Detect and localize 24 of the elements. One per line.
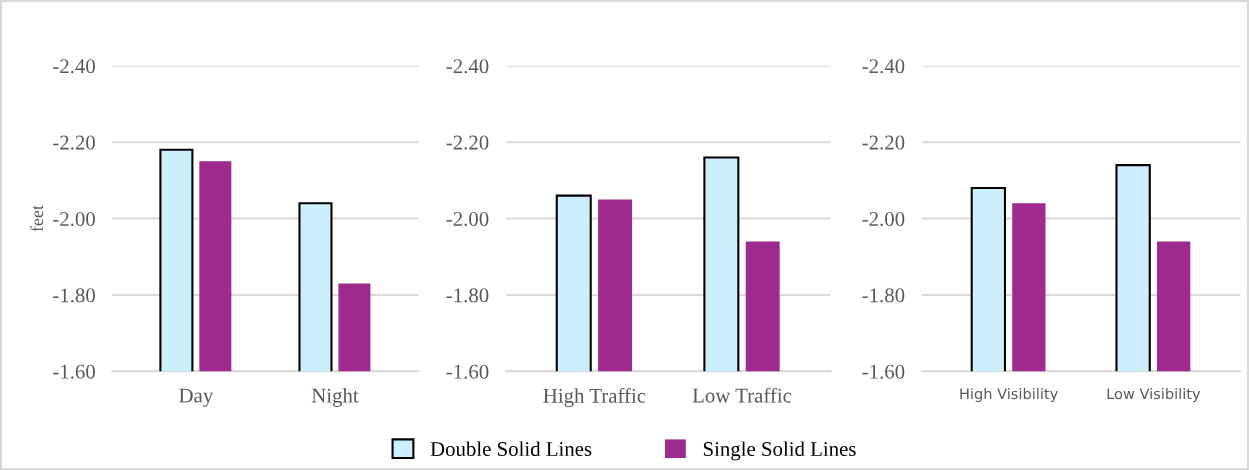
legend-label: Single Solid Lines (703, 441, 856, 461)
y-tick-label: -1.80 (446, 288, 489, 303)
y-tick-label: -2.00 (446, 211, 489, 227)
y-tick-label: -2.00 (862, 211, 905, 227)
y-tick-label: -2.00 (53, 211, 95, 227)
y-tick-label: -2.20 (862, 135, 905, 150)
x-tick-label: Low Traffic (692, 387, 792, 403)
y-tick-label: -1.80 (53, 288, 95, 303)
x-tick-label: Low Visibility (1107, 387, 1201, 403)
x-tick-label: High Traffic (543, 387, 646, 408)
y-tick-label: -1.80 (862, 288, 905, 303)
x-tick-label: Day (179, 388, 214, 407)
x-tick-label: Night (311, 387, 359, 407)
y-tick-label: -2.40 (862, 59, 905, 74)
y-axis-title: feet (30, 205, 44, 232)
y-tick-label: -2.40 (446, 59, 489, 74)
y-tick-label: -1.60 (862, 364, 905, 379)
legend-label: Double Solid Lines (430, 441, 592, 457)
y-tick-label: -1.60 (446, 364, 489, 379)
x-tick-label: High Visibility (960, 387, 1058, 403)
y-tick-label: -2.20 (53, 135, 95, 150)
y-tick-label: -2.20 (446, 135, 489, 150)
y-tick-label: -1.60 (53, 364, 95, 379)
y-tick-label: -2.40 (53, 59, 95, 74)
